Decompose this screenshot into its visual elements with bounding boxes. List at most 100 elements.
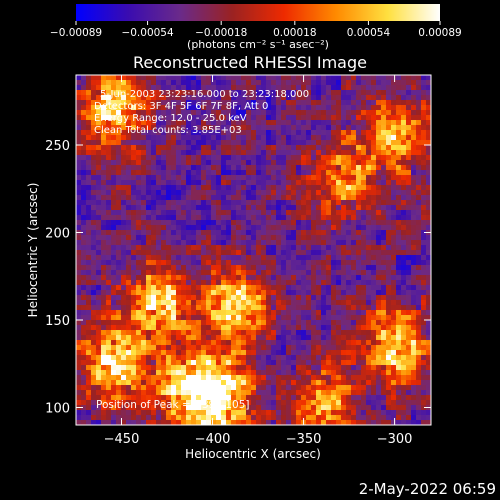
heatmap-cell bbox=[361, 390, 367, 396]
heatmap-cell bbox=[216, 110, 222, 116]
heatmap-cell bbox=[191, 400, 197, 406]
heatmap-cell bbox=[406, 320, 412, 326]
heatmap-cell bbox=[216, 370, 222, 376]
heatmap-cell bbox=[291, 360, 297, 366]
heatmap-cell bbox=[396, 165, 402, 171]
heatmap-cell bbox=[181, 140, 187, 146]
heatmap-cell bbox=[401, 300, 407, 306]
heatmap-cell bbox=[296, 220, 302, 226]
heatmap-cell bbox=[246, 305, 252, 311]
heatmap-cell bbox=[151, 295, 157, 301]
heatmap-cell bbox=[131, 210, 137, 216]
heatmap-cell bbox=[216, 210, 222, 216]
heatmap-cell bbox=[211, 170, 217, 176]
heatmap-cell bbox=[296, 295, 302, 301]
heatmap-cell bbox=[266, 295, 272, 301]
heatmap-cell bbox=[121, 150, 127, 156]
heatmap-cell bbox=[371, 390, 377, 396]
heatmap-cell bbox=[386, 215, 392, 221]
heatmap-cell bbox=[181, 95, 187, 101]
heatmap-cell bbox=[281, 240, 287, 246]
heatmap-cell bbox=[396, 245, 402, 251]
heatmap-cell bbox=[171, 405, 177, 411]
heatmap-cell bbox=[196, 315, 202, 321]
heatmap-cell bbox=[221, 165, 227, 171]
heatmap-cell bbox=[396, 290, 402, 296]
heatmap-cell bbox=[426, 150, 431, 156]
heatmap-cell bbox=[306, 165, 312, 171]
heatmap-cell bbox=[421, 195, 427, 201]
heatmap-cell bbox=[171, 280, 177, 286]
heatmap-cell bbox=[196, 165, 202, 171]
heatmap-cell bbox=[281, 140, 287, 146]
heatmap-cell bbox=[141, 180, 147, 186]
heatmap-cell bbox=[136, 75, 142, 81]
heatmap-cell bbox=[201, 360, 207, 366]
heatmap-cell bbox=[101, 320, 107, 326]
heatmap-cell bbox=[96, 400, 102, 406]
heatmap-cell bbox=[376, 120, 382, 126]
heatmap-cell bbox=[226, 115, 232, 121]
heatmap-cell bbox=[221, 370, 227, 376]
heatmap-cell bbox=[366, 250, 372, 256]
heatmap-cell bbox=[336, 315, 342, 321]
heatmap-cell bbox=[371, 190, 377, 196]
heatmap-cell bbox=[391, 100, 397, 106]
heatmap-cell bbox=[326, 330, 332, 336]
heatmap-cell bbox=[416, 165, 422, 171]
heatmap-cell bbox=[336, 230, 342, 236]
heatmap-cell bbox=[226, 155, 232, 161]
heatmap-cell bbox=[336, 270, 342, 276]
heatmap-cell bbox=[331, 240, 337, 246]
heatmap-cell bbox=[151, 285, 157, 291]
heatmap-cell bbox=[391, 300, 397, 306]
heatmap-cell bbox=[366, 240, 372, 246]
heatmap-cell bbox=[126, 250, 132, 256]
heatmap-cell bbox=[231, 310, 237, 316]
heatmap-cell bbox=[346, 105, 352, 111]
heatmap-cell bbox=[366, 415, 372, 421]
heatmap-cell bbox=[171, 380, 177, 386]
heatmap-cell bbox=[76, 145, 82, 151]
heatmap-cell bbox=[336, 85, 342, 91]
heatmap-cell bbox=[401, 310, 407, 316]
heatmap-cell bbox=[221, 315, 227, 321]
heatmap-cell bbox=[291, 90, 297, 96]
heatmap-cell bbox=[376, 400, 382, 406]
heatmap-cell bbox=[211, 305, 217, 311]
heatmap-cell bbox=[181, 220, 187, 226]
heatmap-cell bbox=[236, 260, 242, 266]
heatmap-cell bbox=[351, 115, 357, 121]
heatmap-cell bbox=[96, 335, 102, 341]
heatmap-cell bbox=[176, 385, 182, 391]
heatmap-cell bbox=[141, 225, 147, 231]
heatmap-cell bbox=[421, 75, 427, 81]
heatmap-cell bbox=[341, 340, 347, 346]
heatmap-cell bbox=[216, 90, 222, 96]
heatmap-cell bbox=[351, 320, 357, 326]
heatmap-cell bbox=[286, 265, 292, 271]
heatmap-cell bbox=[336, 355, 342, 361]
heatmap-cell bbox=[176, 275, 182, 281]
heatmap-cell bbox=[356, 220, 362, 226]
heatmap-cell bbox=[131, 110, 137, 116]
heatmap-cell bbox=[316, 360, 322, 366]
heatmap-cell bbox=[356, 190, 362, 196]
heatmap-cell bbox=[421, 240, 427, 246]
heatmap-cell bbox=[311, 230, 317, 236]
heatmap-cell bbox=[306, 375, 312, 381]
heatmap-cell bbox=[121, 85, 127, 91]
heatmap-cell bbox=[196, 370, 202, 376]
heatmap-cell bbox=[281, 170, 287, 176]
heatmap-cell bbox=[176, 185, 182, 191]
heatmap-cell bbox=[336, 380, 342, 386]
heatmap-cell bbox=[301, 150, 307, 156]
heatmap-cell bbox=[341, 410, 347, 416]
heatmap-cell bbox=[201, 250, 207, 256]
heatmap-cell bbox=[231, 260, 237, 266]
heatmap-cell bbox=[96, 175, 102, 181]
heatmap-cell bbox=[201, 325, 207, 331]
heatmap-cell bbox=[346, 380, 352, 386]
heatmap-cell bbox=[291, 115, 297, 121]
heatmap-cell bbox=[286, 180, 292, 186]
